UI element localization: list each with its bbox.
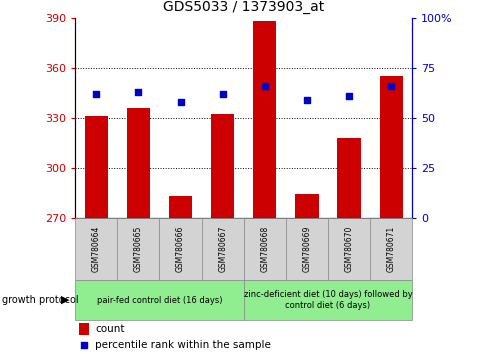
Bar [78, 322, 89, 335]
Bar [285, 218, 327, 280]
Point [218, 91, 226, 97]
Bar [379, 76, 402, 218]
Bar [253, 21, 276, 218]
Text: count: count [95, 324, 125, 334]
Text: GSM780668: GSM780668 [260, 225, 269, 272]
Text: GSM780669: GSM780669 [302, 225, 311, 272]
Point [92, 91, 100, 97]
Text: GSM780670: GSM780670 [344, 225, 353, 272]
Bar [211, 114, 234, 218]
Bar [85, 116, 107, 218]
Bar [243, 218, 285, 280]
Bar [159, 218, 201, 280]
Text: GSM780671: GSM780671 [386, 225, 395, 272]
Bar [369, 218, 411, 280]
Bar [126, 108, 150, 218]
Bar [117, 218, 159, 280]
Point [176, 99, 184, 104]
Text: GSM780667: GSM780667 [218, 225, 227, 272]
Text: GSM780666: GSM780666 [176, 225, 184, 272]
Point [302, 97, 310, 103]
Title: GDS5033 / 1373903_at: GDS5033 / 1373903_at [163, 0, 324, 14]
Point [79, 342, 87, 348]
Bar [201, 218, 243, 280]
Bar [337, 138, 360, 218]
Bar [75, 218, 117, 280]
Text: ▶: ▶ [61, 295, 70, 305]
Text: GSM780664: GSM780664 [91, 225, 101, 272]
Text: pair-fed control diet (16 days): pair-fed control diet (16 days) [96, 296, 222, 304]
Point [134, 89, 142, 95]
Point [345, 93, 352, 98]
Bar [243, 280, 411, 320]
Bar [168, 196, 192, 218]
Point [387, 83, 394, 88]
Bar [327, 218, 369, 280]
Text: percentile rank within the sample: percentile rank within the sample [95, 340, 271, 350]
Bar [75, 280, 243, 320]
Point [260, 83, 268, 88]
Bar [295, 194, 318, 218]
Text: growth protocol: growth protocol [2, 295, 79, 305]
Text: GSM780665: GSM780665 [134, 225, 143, 272]
Text: zinc-deficient diet (10 days) followed by
control diet (6 days): zinc-deficient diet (10 days) followed b… [243, 290, 411, 310]
